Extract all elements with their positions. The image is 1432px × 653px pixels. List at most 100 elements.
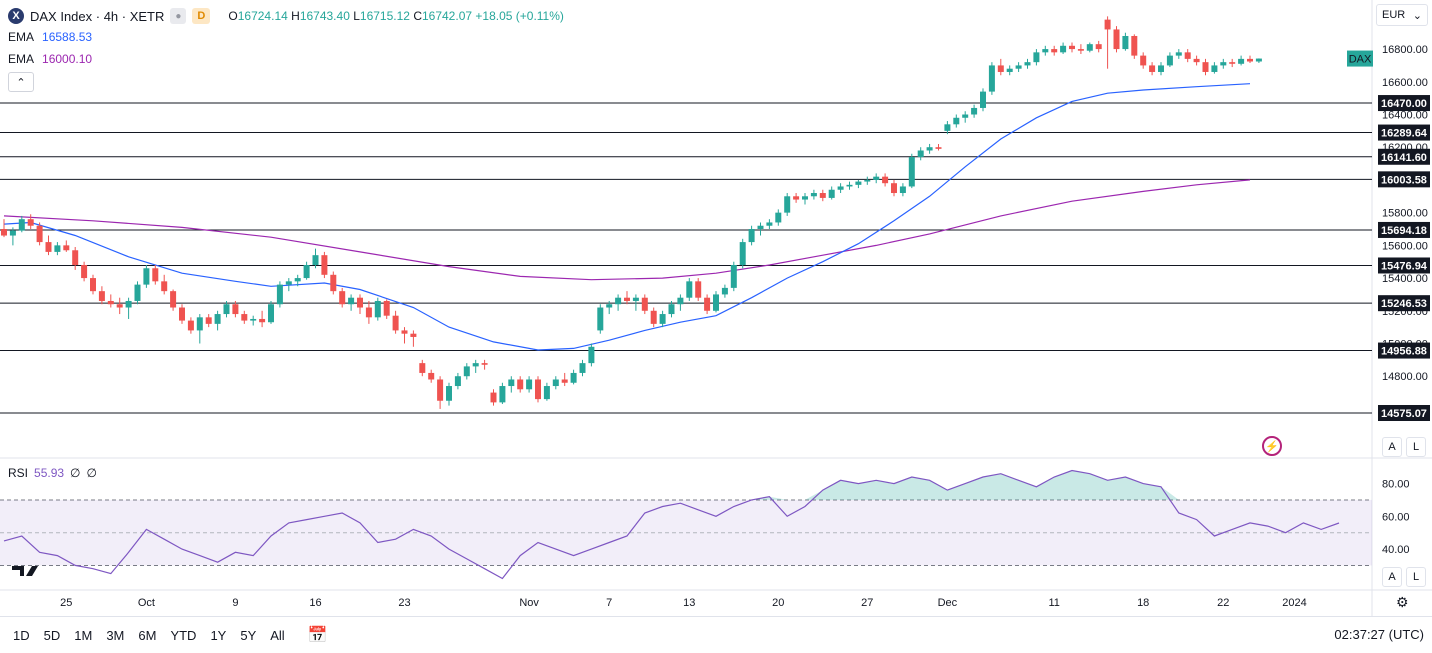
candle-body xyxy=(748,229,755,243)
candle-body xyxy=(757,225,764,229)
candle-body xyxy=(383,300,390,316)
candle-body xyxy=(1140,55,1147,66)
chart-title[interactable]: DAX Index · 4h · XETR xyxy=(30,8,165,24)
candle-body xyxy=(1122,35,1129,50)
level-price-tag xyxy=(1378,405,1430,422)
candle-body xyxy=(1069,45,1075,50)
candle-body xyxy=(997,65,1004,72)
price-tick-label: 15600.00 xyxy=(1382,240,1428,252)
candle-body xyxy=(552,379,559,387)
candle-body xyxy=(828,189,835,198)
range-button-1y[interactable]: 1Y xyxy=(210,627,227,643)
range-button-3m[interactable]: 3M xyxy=(106,627,125,643)
time-tick-label: 25 xyxy=(60,597,72,609)
lightning-icon[interactable]: ⚡ xyxy=(1262,436,1282,456)
rsi-overbought-fill xyxy=(4,470,1339,500)
chart-legend: X DAX Index · 4h · XETR ● D O16724.14 H1… xyxy=(8,6,564,70)
delayed-badge[interactable]: D xyxy=(192,8,211,24)
rsi-log-scale-button[interactable]: L xyxy=(1406,567,1426,587)
calendar-icon[interactable]: 📅 xyxy=(307,627,328,644)
chart-area[interactable]: 17000.0016800.0016600.0016400.0016200.00… xyxy=(0,0,1432,616)
candle-body xyxy=(125,300,132,308)
clock[interactable]: 02:37:27 (UTC) xyxy=(1334,627,1424,642)
time-tick-label: 18 xyxy=(1137,597,1149,609)
candle-body xyxy=(864,179,871,182)
candle-body xyxy=(90,278,96,292)
candle-body xyxy=(490,392,497,403)
candle-body xyxy=(855,181,862,185)
candle-body xyxy=(953,117,960,125)
time-tick-label: 11 xyxy=(1048,597,1059,609)
time-tick-label: 2024 xyxy=(1282,597,1306,609)
ema-slow-line xyxy=(3,179,1251,281)
candle-body xyxy=(1238,58,1245,64)
rsi-auto-scale-button[interactable]: A xyxy=(1382,567,1402,587)
candle-body xyxy=(1255,58,1262,62)
range-button-5d[interactable]: 5D xyxy=(43,627,61,643)
range-button-1m[interactable]: 1M xyxy=(74,627,93,643)
price-tick-label: 16800.00 xyxy=(1382,44,1428,56)
time-tick-label: 16 xyxy=(309,597,321,609)
level-price-label: 16289.64 xyxy=(1381,128,1428,140)
range-button-1d[interactable]: 1D xyxy=(13,627,30,643)
candle-body xyxy=(508,379,515,387)
auto-scale-button[interactable]: A xyxy=(1382,437,1402,457)
candle-body xyxy=(1184,52,1191,59)
candle-body xyxy=(837,186,844,190)
ema-slow-legend[interactable]: EMA 16000.10 xyxy=(8,48,564,70)
candle-body xyxy=(1158,65,1164,72)
candle-body xyxy=(739,242,746,265)
candle-body xyxy=(526,379,533,390)
candle-body xyxy=(775,212,782,223)
ohlc-values: O16724.14 H16743.40 L16715.12 C16742.07 … xyxy=(228,9,564,23)
time-tick-label: 23 xyxy=(398,597,410,609)
currency-select[interactable]: EUR ⌄ xyxy=(1376,4,1428,26)
candle-body xyxy=(36,225,43,243)
range-button-all[interactable]: All xyxy=(270,627,285,643)
level-price-tag xyxy=(1378,171,1430,188)
range-button-6m[interactable]: 6M xyxy=(138,627,157,643)
candle-body xyxy=(713,294,719,311)
ema-slow-label: EMA xyxy=(8,52,35,66)
rsi-label: RSI xyxy=(8,466,29,480)
candle-body xyxy=(1220,62,1227,66)
candle-body xyxy=(668,304,675,315)
candle-body xyxy=(268,304,274,323)
candle-body xyxy=(357,297,363,308)
candle-body xyxy=(196,317,203,331)
candle-body xyxy=(899,186,906,194)
candle-body xyxy=(1104,19,1111,30)
range-button-5y[interactable]: 5Y xyxy=(240,627,257,643)
candle-body xyxy=(935,147,942,149)
last-price-tag-label: DAX xyxy=(1349,54,1372,66)
ema-fast-value: 16588.53 xyxy=(42,30,93,44)
time-tick-label: 13 xyxy=(683,597,695,609)
candle-body xyxy=(971,107,978,115)
gear-icon[interactable]: ⚙ xyxy=(1396,594,1409,610)
collapse-legend-button[interactable]: ⌃ xyxy=(8,72,34,92)
log-scale-button[interactable]: L xyxy=(1406,437,1426,457)
market-status-icon[interactable]: ● xyxy=(170,8,187,24)
candle-body xyxy=(632,297,639,301)
candle-body xyxy=(472,363,479,367)
rsi-legend[interactable]: RSI 55.93 ∅ ∅ xyxy=(8,466,97,480)
candle-body xyxy=(641,297,648,311)
level-price-label: 16470.00 xyxy=(1381,98,1427,110)
ema-fast-label: EMA xyxy=(8,30,35,44)
candle-body xyxy=(187,320,194,331)
candle-body xyxy=(446,386,452,401)
candle-body xyxy=(1175,52,1182,56)
candle-body xyxy=(143,268,150,285)
level-price-tag xyxy=(1378,148,1430,165)
ema-fast-legend[interactable]: EMA 16588.53 xyxy=(8,26,564,48)
range-button-ytd[interactable]: YTD xyxy=(170,627,197,643)
candle-body xyxy=(107,300,114,305)
candle-body xyxy=(962,114,969,118)
candle-body xyxy=(276,284,283,305)
level-price-label: 14956.88 xyxy=(1381,346,1427,358)
candle-body xyxy=(232,304,239,315)
candle-body xyxy=(161,281,168,292)
candle-body xyxy=(650,310,657,324)
candle-body xyxy=(1193,58,1200,63)
price-tick-label: 15800.00 xyxy=(1382,208,1428,220)
